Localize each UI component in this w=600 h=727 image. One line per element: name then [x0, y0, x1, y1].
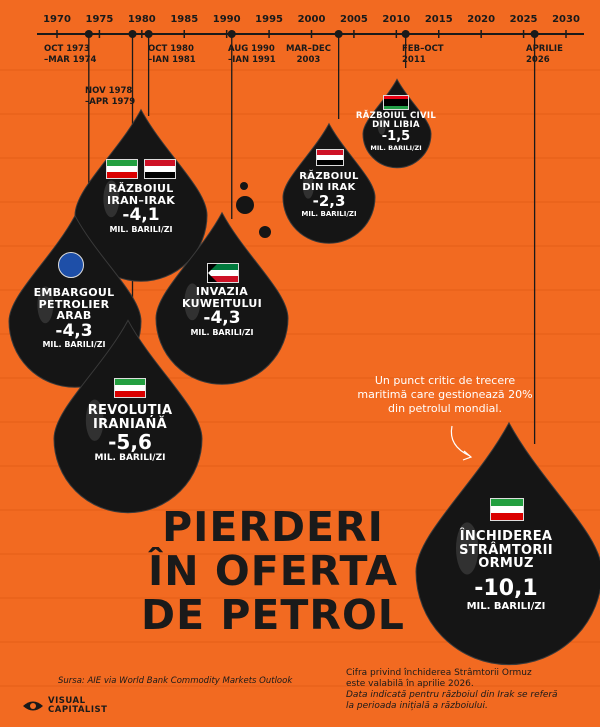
- oil-drop: [415, 421, 600, 666]
- value-iraq: -2,3: [312, 192, 346, 210]
- drop-label-iraq-war: RĂZBOIUL DIN IRAK -2,3 MIL. BARILI/ZI: [284, 171, 374, 217]
- visual-capitalist-logo-icon: [23, 701, 43, 711]
- event-dot: [128, 30, 137, 38]
- event-dot: [401, 30, 410, 38]
- event-date-kuwait: AUG 1990 –IAN 1991: [228, 44, 276, 65]
- hormuz-annotation: Un punct critic de trecere maritimă care…: [357, 374, 533, 415]
- drop-label-libya-civil-war: RĂZBOIUL CIVIL DIN LIBIA -1,5 MIL. BARILI…: [351, 112, 441, 153]
- tick-label: 2030: [552, 14, 580, 25]
- page-title: PIERDERI ÎN OFERTA DE PETROL: [141, 503, 405, 639]
- libya-flag-icon: [383, 95, 409, 110]
- oil-drop-highlight: [302, 172, 314, 199]
- event-date-iran-revolution: NOV 1978 –APR 1979: [85, 86, 136, 107]
- iran-flag-icon: [106, 159, 138, 179]
- small-droplet: [236, 196, 254, 214]
- event-dot: [227, 30, 236, 38]
- source-text: Sursa: AIE via World Bank Commodity Mark…: [58, 676, 293, 686]
- drop-label-arab-embargo: EMBARGOUL PETROLIER ARAB -4,3 MIL. BARILI/…: [14, 287, 134, 349]
- event-date-hormuz: APRILIE 2026: [526, 44, 563, 65]
- event-date-iran-iraq: OCT 1980 –IAN 1981: [148, 44, 196, 65]
- oil-drop: [155, 211, 289, 385]
- value-libya: -1,5: [381, 128, 411, 144]
- kuwait-flag-icon: [207, 263, 239, 283]
- value-iran-revolution: -5,6: [108, 430, 152, 455]
- event-date-embargo: OCT 1973 –MAR 1974: [44, 44, 97, 65]
- oil-drop: [282, 122, 376, 244]
- tick-label: 2010: [382, 14, 411, 25]
- footnote: Cifra privind închiderea Strâmtorii Ormu…: [346, 668, 558, 711]
- small-droplet: [240, 182, 248, 190]
- tick-label: 2025: [509, 14, 538, 25]
- oil-drop: [8, 214, 142, 388]
- value-kuwait: -4,3: [203, 308, 241, 329]
- event-date-libya: FEB–OCT 2011: [402, 44, 444, 65]
- value-hormuz: -10,1: [474, 575, 538, 601]
- event-dot: [144, 30, 153, 38]
- annotation-arrow: [450, 425, 471, 457]
- opec-logo-icon: [58, 252, 84, 278]
- drop-label-iran-iraq-war: RĂZBOIUL IRAN–IRAK -4,1 MIL. BARILI/ZI: [81, 183, 201, 234]
- oil-drop-highlight: [184, 283, 201, 321]
- oil-drop-highlight: [103, 180, 120, 218]
- event-date-iraq: MAR–DEC 2003: [286, 44, 331, 65]
- event-dot: [84, 30, 93, 38]
- tick-label: 2015: [424, 14, 453, 25]
- small-droplet: [259, 226, 271, 238]
- event-dot: [334, 30, 343, 38]
- brand-logo: VISUAL CAPITALIST: [22, 697, 107, 715]
- drop-label-iranian-revolution: REVOLUȚIA IRANIANĂ -5,6 MIL. BARILI/ZI: [60, 404, 200, 463]
- value-embargo: -4,3: [55, 320, 93, 341]
- oil-drop-highlight: [37, 286, 54, 324]
- tick-label: 1995: [255, 14, 283, 25]
- drop-label-kuwait-invasion: INVAZIA KUWEITULUI -4,3 MIL. BARILI/ZI: [162, 286, 282, 337]
- tick-label: 1975: [85, 14, 114, 25]
- event-dot: [530, 30, 539, 38]
- oil-drop-highlight: [455, 522, 479, 575]
- tick-label: 1985: [170, 14, 199, 25]
- tick-label: 1990: [212, 14, 241, 25]
- tick-label: 1970: [43, 14, 71, 25]
- drop-label-hormuz-closure: ÎNCHIDEREA STRÂMTORII ORMUZ -10,1 MIL. BAR…: [431, 530, 581, 612]
- iraq-flag-icon-2: [316, 149, 344, 166]
- oil-drop-highlight: [377, 115, 386, 135]
- iran-flag-icon-2: [114, 378, 146, 398]
- tick-label: 2005: [339, 14, 368, 25]
- iran-flag-icon-3: [490, 498, 524, 521]
- tick-label: 2020: [467, 14, 496, 25]
- oil-drop: [362, 78, 432, 169]
- value-iran-iraq: -4,1: [122, 205, 160, 226]
- oil-drop: [53, 319, 203, 514]
- oil-drop-highlight: [85, 399, 104, 441]
- tick-label: 2000: [297, 14, 326, 25]
- tick-label: 1980: [127, 14, 156, 25]
- oil-drop: [74, 108, 208, 282]
- iraq-flag-icon: [144, 159, 176, 179]
- annotation-arrowhead: [462, 450, 473, 461]
